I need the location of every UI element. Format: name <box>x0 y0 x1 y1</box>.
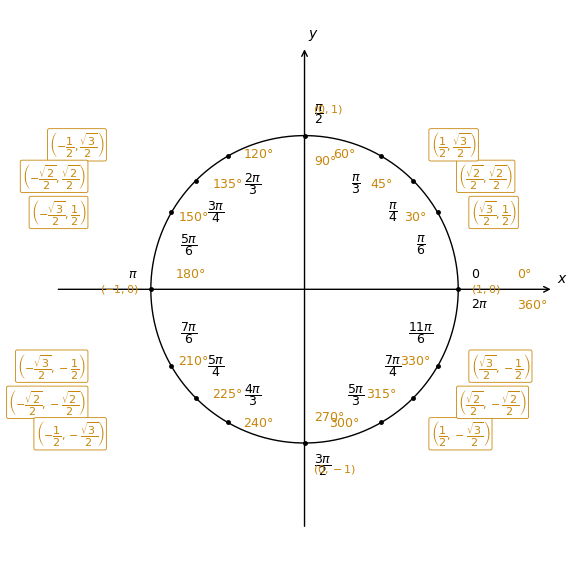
Text: $210°$: $210°$ <box>178 355 209 368</box>
Text: $(1,0)$: $(1,0)$ <box>470 283 500 296</box>
Text: $225°$: $225°$ <box>212 388 243 401</box>
Text: $\dfrac{\pi}{6}$: $\dfrac{\pi}{6}$ <box>416 234 426 258</box>
Text: $\left(-\dfrac{\sqrt{2}}{2},\dfrac{\sqrt{2}}{2}\right)$: $\left(-\dfrac{\sqrt{2}}{2},\dfrac{\sqrt… <box>22 162 86 191</box>
Text: $\dfrac{\pi}{4}$: $\dfrac{\pi}{4}$ <box>388 200 398 224</box>
Text: $150°$: $150°$ <box>178 211 209 223</box>
Text: $240°$: $240°$ <box>243 417 274 430</box>
Text: $45°$: $45°$ <box>370 177 393 191</box>
Text: $\left(\dfrac{\sqrt{2}}{2},\dfrac{\sqrt{2}}{2}\right)$: $\left(\dfrac{\sqrt{2}}{2},\dfrac{\sqrt{… <box>458 162 513 191</box>
Text: $\left(\dfrac{\sqrt{2}}{2},-\dfrac{\sqrt{2}}{2}\right)$: $\left(\dfrac{\sqrt{2}}{2},-\dfrac{\sqrt… <box>458 388 527 417</box>
Text: $y$: $y$ <box>308 28 318 44</box>
Text: $\left(\dfrac{1}{2},\dfrac{\sqrt{3}}{2}\right)$: $\left(\dfrac{1}{2},\dfrac{\sqrt{3}}{2}\… <box>430 130 477 160</box>
Text: $(0,1)$: $(0,1)$ <box>313 103 343 115</box>
Text: $(-1,0)$: $(-1,0)$ <box>100 283 139 296</box>
Text: $90°$: $90°$ <box>314 155 337 168</box>
Text: $\dfrac{5\pi}{3}$: $\dfrac{5\pi}{3}$ <box>347 382 365 408</box>
Text: $\dfrac{3\pi}{2}$: $\dfrac{3\pi}{2}$ <box>314 452 331 478</box>
Text: $300°$: $300°$ <box>329 417 360 430</box>
Text: $360°$: $360°$ <box>516 298 548 312</box>
Text: $\dfrac{7\pi}{6}$: $\dfrac{7\pi}{6}$ <box>180 320 197 346</box>
Text: $0°$: $0°$ <box>516 268 532 281</box>
Text: $\left(-\dfrac{\sqrt{3}}{2},\dfrac{1}{2}\right)$: $\left(-\dfrac{\sqrt{3}}{2},\dfrac{1}{2}… <box>31 198 86 227</box>
Text: $\dfrac{11\pi}{6}$: $\dfrac{11\pi}{6}$ <box>408 320 433 346</box>
Text: $x$: $x$ <box>556 272 567 286</box>
Text: $135°$: $135°$ <box>212 177 243 191</box>
Text: $\dfrac{5\pi}{6}$: $\dfrac{5\pi}{6}$ <box>180 232 197 258</box>
Text: $\left(-\dfrac{\sqrt{3}}{2},-\dfrac{1}{2}\right)$: $\left(-\dfrac{\sqrt{3}}{2},-\dfrac{1}{2… <box>17 352 86 381</box>
Text: $\dfrac{3\pi}{4}$: $\dfrac{3\pi}{4}$ <box>207 200 225 226</box>
Text: $\left(\dfrac{1}{2},-\dfrac{\sqrt{3}}{2}\right)$: $\left(\dfrac{1}{2},-\dfrac{\sqrt{3}}{2}… <box>430 419 490 448</box>
Text: $330°$: $330°$ <box>400 355 431 368</box>
Text: $30°$: $30°$ <box>404 211 427 223</box>
Text: $(0,-1)$: $(0,-1)$ <box>313 463 356 476</box>
Text: $\left(-\dfrac{1}{2},\dfrac{\sqrt{3}}{2}\right)$: $\left(-\dfrac{1}{2},\dfrac{\sqrt{3}}{2}… <box>49 130 105 160</box>
Text: $\left(-\dfrac{\sqrt{2}}{2},-\dfrac{\sqrt{2}}{2}\right)$: $\left(-\dfrac{\sqrt{2}}{2},-\dfrac{\sqr… <box>9 388 86 417</box>
Text: $\left(\dfrac{\sqrt{3}}{2},-\dfrac{1}{2}\right)$: $\left(\dfrac{\sqrt{3}}{2},-\dfrac{1}{2}… <box>470 352 530 381</box>
Text: $2\pi$: $2\pi$ <box>471 298 489 311</box>
Text: $\dfrac{\pi}{2}$: $\dfrac{\pi}{2}$ <box>314 103 324 126</box>
Text: $270°$: $270°$ <box>314 411 345 424</box>
Text: $0$: $0$ <box>471 268 481 281</box>
Text: $\dfrac{\pi}{3}$: $\dfrac{\pi}{3}$ <box>351 172 361 196</box>
Text: $\dfrac{4\pi}{3}$: $\dfrac{4\pi}{3}$ <box>244 382 262 408</box>
Text: $\left(-\dfrac{1}{2},-\dfrac{\sqrt{3}}{2}\right)$: $\left(-\dfrac{1}{2},-\dfrac{\sqrt{3}}{2… <box>35 419 105 448</box>
Text: $180°$: $180°$ <box>176 268 206 281</box>
Text: $120°$: $120°$ <box>243 148 274 161</box>
Text: $\left(\dfrac{\sqrt{3}}{2},\dfrac{1}{2}\right)$: $\left(\dfrac{\sqrt{3}}{2},\dfrac{1}{2}\… <box>470 198 516 227</box>
Text: $\dfrac{2\pi}{3}$: $\dfrac{2\pi}{3}$ <box>244 171 262 197</box>
Text: $315°$: $315°$ <box>366 388 397 401</box>
Text: $60°$: $60°$ <box>333 148 356 161</box>
Text: $\pi$: $\pi$ <box>128 268 138 281</box>
Text: $\dfrac{5\pi}{4}$: $\dfrac{5\pi}{4}$ <box>207 353 225 379</box>
Text: $\dfrac{7\pi}{4}$: $\dfrac{7\pi}{4}$ <box>384 353 402 379</box>
